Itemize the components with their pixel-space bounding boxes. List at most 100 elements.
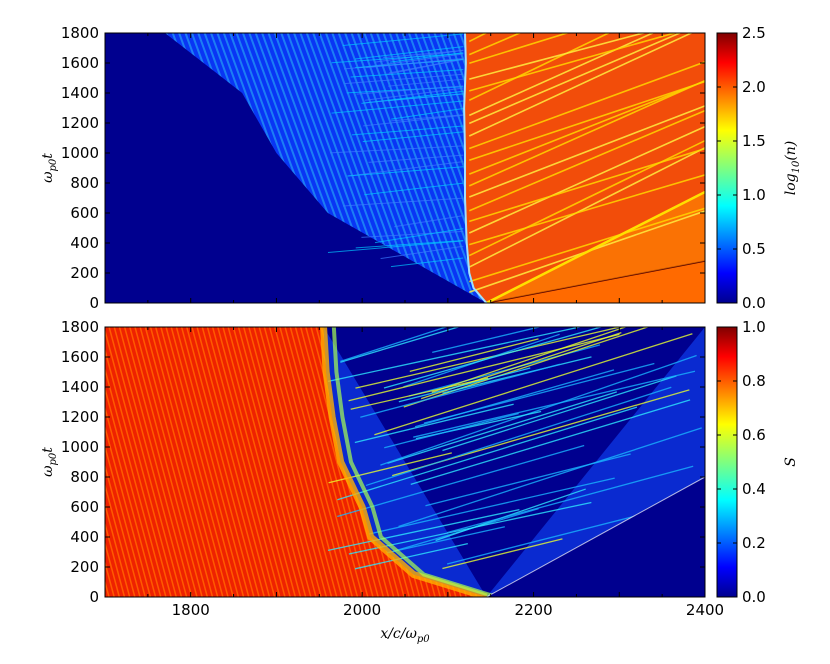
bottom-streak (384, 412, 519, 449)
y-tick-label: 1200 (61, 408, 99, 426)
bottom-streak (425, 453, 631, 507)
top-streak (363, 114, 464, 127)
y-tick-label: 0 (89, 588, 99, 606)
bottom-y-axis-title: ωp0t (40, 447, 59, 477)
top-streak (343, 197, 464, 207)
top-bright-edge (485, 190, 705, 303)
top-yellow-streak (469, 33, 678, 92)
top-yellow-streak (468, 33, 522, 56)
top-yellow-streak (469, 61, 705, 150)
top-streak (327, 240, 464, 253)
y-tick-label: 200 (70, 558, 99, 576)
colorbar-tick-label: 0.8 (742, 372, 766, 390)
x-tick-label: 2200 (514, 601, 552, 619)
top-yellow-streak (468, 125, 705, 234)
bottom-streak (387, 526, 505, 554)
x-tick-label: 2400 (686, 601, 724, 619)
bottom-transition-band (320, 327, 488, 597)
top-streak (394, 215, 464, 228)
bottom-transition-green (331, 327, 498, 597)
top-streak (374, 228, 464, 244)
bottom-streak (387, 391, 617, 464)
bottom-streak (410, 399, 691, 486)
colorbar-tick-label: 0.2 (742, 534, 766, 552)
bottom-streak (337, 444, 585, 518)
top-y-axis: 0 200 400 600 800 1000 1200 1400 1600 1800 (61, 24, 705, 312)
y-tick-label: 800 (70, 174, 99, 192)
bottom-streak (350, 377, 489, 410)
bottom-streak (327, 327, 583, 383)
colorbar-tick-label: 1.0 (742, 318, 766, 336)
colorbar-tick-label: 1.5 (742, 132, 766, 150)
top-streak (391, 108, 464, 120)
bottom-y-axis: 0 200 400 600 800 1000 1200 1400 1600 1800 (61, 318, 705, 606)
y-tick-label: 1600 (61, 348, 99, 366)
top-yellow-streak (468, 109, 705, 212)
colorbar-top-title: log10(n) (783, 141, 802, 196)
top-yellow-streak (468, 80, 705, 175)
top-heatmap-panel (105, 33, 705, 303)
top-streak (361, 230, 464, 238)
top-yellow-streak (468, 33, 694, 137)
bottom-streak (354, 543, 468, 570)
top-streak (351, 125, 464, 136)
top-yellow-streak (468, 33, 682, 125)
y-tick-label: 1400 (61, 378, 99, 396)
top-streak (356, 85, 464, 95)
top-streak (331, 52, 464, 64)
top-streak (368, 154, 464, 163)
bottom-ordered-region (105, 327, 487, 597)
bottom-streak (354, 403, 514, 444)
top-yellow-streak (468, 105, 705, 198)
y-tick-label: 200 (70, 264, 99, 282)
y-tick-label: 1600 (61, 54, 99, 72)
top-yellow-streak (469, 33, 647, 80)
colorbar-tick-label: 2.5 (742, 24, 766, 42)
y-tick-label: 1000 (61, 438, 99, 456)
bottom-streak (432, 327, 542, 354)
top-streak (348, 161, 464, 177)
top-yellow-streak (468, 33, 611, 101)
y-tick-label: 800 (70, 468, 99, 486)
colorbar-tick-label: 2.0 (742, 78, 766, 96)
x-tick-label: 2000 (343, 601, 381, 619)
y-tick-label: 400 (70, 528, 99, 546)
top-streak (331, 100, 464, 114)
top-streak (365, 87, 464, 101)
top-yellow-streak (469, 207, 705, 283)
bottom-streak (442, 375, 677, 452)
bottom-streak (360, 363, 561, 418)
bottom-streak (414, 369, 615, 428)
top-streak (386, 58, 464, 75)
bottom-disordered-region (323, 327, 705, 597)
bottom-streak (337, 406, 638, 501)
bottom-streak (340, 327, 449, 362)
colorbar-bottom-title: S (783, 457, 799, 467)
top-yellow-streak (469, 33, 570, 65)
y-tick-label: 1800 (61, 24, 99, 42)
top-streak (366, 57, 464, 69)
colorbar-bottom-axis: 0.0 0.2 0.4 0.6 0.8 1.0 (717, 318, 766, 606)
y-tick-label: 1400 (61, 84, 99, 102)
top-streak (388, 93, 464, 101)
bottom-streak (398, 427, 702, 528)
y-tick-label: 600 (70, 204, 99, 222)
top-yellow-streak (469, 147, 705, 223)
x-tick-label: 1800 (172, 601, 210, 619)
colorbar-tick-label: 0.0 (742, 294, 766, 312)
top-streak (380, 245, 464, 260)
bottom-streak (398, 367, 531, 403)
top-yellow-streak (469, 80, 705, 162)
top-streak (342, 33, 464, 47)
y-tick-label: 1000 (61, 144, 99, 162)
y-tick-label: 400 (70, 234, 99, 252)
bottom-streak (365, 386, 672, 487)
top-yellow-streak (468, 139, 705, 257)
bottom-streak (446, 513, 643, 565)
bottom-streak (369, 477, 615, 535)
colorbar-top-axis: 0.0 0.5 1.0 1.5 2.0 2.5 (717, 24, 766, 312)
bottom-streak (409, 338, 539, 373)
top-streak (355, 240, 464, 249)
bottom-x-axis: 1800 2000 2200 2400 (104, 327, 724, 619)
